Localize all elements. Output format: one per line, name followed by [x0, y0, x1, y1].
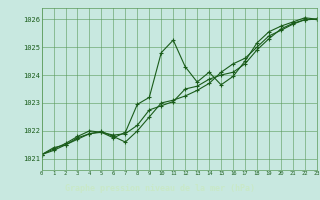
Text: Graphe pression niveau de la mer (hPa): Graphe pression niveau de la mer (hPa) — [65, 184, 255, 193]
